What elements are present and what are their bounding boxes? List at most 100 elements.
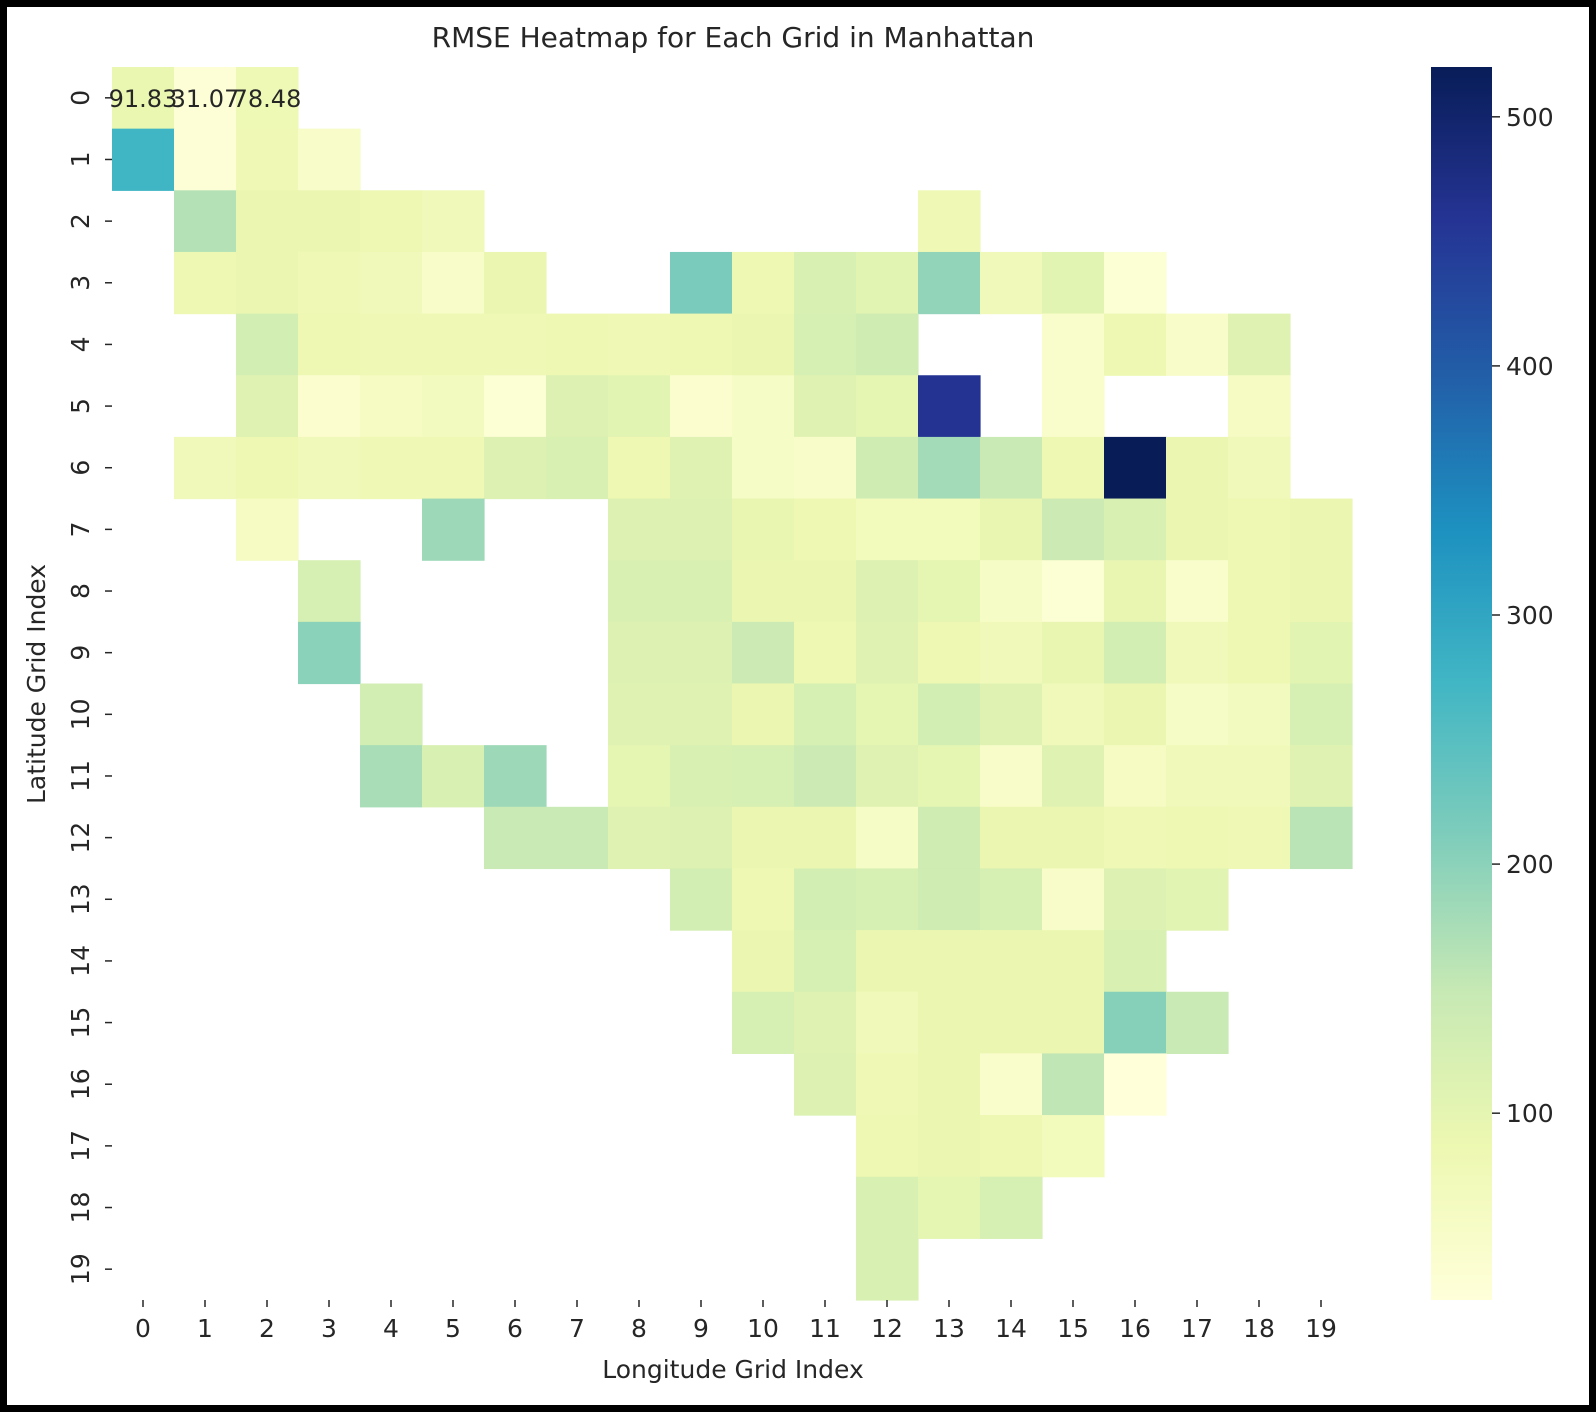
y-tick-label: 12 <box>66 822 95 854</box>
x-tick-label: 2 <box>259 1314 275 1343</box>
heatmap-cell-r12-c6 <box>484 806 547 870</box>
heatmap-cell-r16-c16 <box>1104 1053 1167 1116</box>
heatmap-cell-r4-c4 <box>360 313 423 376</box>
heatmap-cell-r10-c11 <box>794 683 857 746</box>
heatmap-cell-r0-c1 <box>174 67 237 130</box>
y-tick-label: 3 <box>66 275 95 291</box>
heatmap-cell-r8-c14 <box>980 560 1043 623</box>
heatmap-cell-r8-c12 <box>856 560 919 623</box>
heatmap-cell-r11-c4 <box>360 745 423 808</box>
cell-annotation: 31.07 <box>171 85 240 113</box>
heatmap-cell-r7-c17 <box>1166 498 1229 561</box>
heatmap-cell-r10-c10 <box>732 683 795 746</box>
heatmap-cell-r3-c13 <box>918 251 981 315</box>
heatmap-cell-r9-c14 <box>980 621 1043 685</box>
heatmap-cell-r6-c14 <box>980 436 1043 500</box>
heatmap-cell-r7-c18 <box>1228 498 1291 561</box>
x-tick-label: 16 <box>1119 1314 1151 1343</box>
colorbar-ticks: 100 200 300 400 500 <box>1492 103 1554 1128</box>
heatmap-cell-r9-c18 <box>1228 621 1291 685</box>
heatmap-cell-r6-c1 <box>174 436 237 500</box>
y-tick-label: 18 <box>66 1192 95 1224</box>
heatmap-cell-r10-c15 <box>1042 683 1105 746</box>
heatmap-cell-r10-c19 <box>1290 683 1353 746</box>
cell-annotation: 78.48 <box>233 85 302 113</box>
heatmap-cell-r1-c2 <box>236 128 299 191</box>
heatmap-cell-r8-c9 <box>670 560 733 623</box>
y-tick-label: 16 <box>66 1068 95 1100</box>
heatmap-cell-r3-c3 <box>298 251 361 315</box>
heatmap-cell-r15-c12 <box>856 991 919 1054</box>
heatmap-cell-r12-c9 <box>670 806 733 870</box>
x-tick-label: 9 <box>693 1314 709 1343</box>
x-tick-label: 8 <box>631 1314 647 1343</box>
colorbar-tick-label: 500 <box>1506 103 1554 132</box>
y-tick-label: 2 <box>66 213 95 229</box>
heatmap-cell-r16-c15 <box>1042 1053 1105 1116</box>
heatmap-cell-r11-c9 <box>670 745 733 808</box>
y-tick-label: 14 <box>66 945 95 977</box>
heatmap-cell-r16-c13 <box>918 1053 981 1116</box>
heatmap-cell-r8-c3 <box>298 560 361 623</box>
colorbar-tick-label: 100 <box>1506 1099 1554 1128</box>
heatmap-cell-r12-c11 <box>794 806 857 870</box>
heatmap-cell-r3-c11 <box>794 251 857 315</box>
heatmap-cell-r5-c11 <box>794 375 857 438</box>
heatmap-cell-r4-c9 <box>670 313 733 376</box>
heatmap-cell-r16-c11 <box>794 1053 857 1116</box>
heatmap-cell-r15-c10 <box>732 991 795 1054</box>
x-tick-label: 13 <box>933 1314 965 1343</box>
heatmap-cell-r8-c8 <box>608 560 671 623</box>
colorbar <box>1431 67 1492 1300</box>
heatmap-cell-r8-c18 <box>1228 560 1291 623</box>
y-tick-label: 17 <box>66 1130 95 1162</box>
heatmap-cell-r4-c10 <box>732 313 795 376</box>
heatmap-cell-r7-c9 <box>670 498 733 561</box>
heatmap-cell-r6-c12 <box>856 436 919 500</box>
heatmap-cell-r3-c6 <box>484 251 547 315</box>
heatmap-cell-r10-c9 <box>670 683 733 746</box>
heatmap-cell-r4-c6 <box>484 313 547 376</box>
y-tick-label: 9 <box>66 645 95 661</box>
heatmap-cell-r11-c12 <box>856 745 919 808</box>
heatmap-cell-r4-c17 <box>1166 313 1229 376</box>
heatmap-cell-r3-c1 <box>174 251 237 315</box>
heatmap-cell-r12-c17 <box>1166 806 1229 870</box>
heatmap-cell-r5-c2 <box>236 375 299 438</box>
x-axis-label: Longitude Grid Index <box>602 1355 864 1384</box>
heatmap-cell-r5-c8 <box>608 375 671 438</box>
x-tick-label: 15 <box>1057 1314 1089 1343</box>
heatmap-cell-r11-c19 <box>1290 745 1353 808</box>
heatmap-cell-r13-c9 <box>670 868 733 931</box>
heatmap-cell-r9-c9 <box>670 621 733 685</box>
heatmap-cell-r10-c4 <box>360 683 423 746</box>
x-tick-label: 18 <box>1243 1314 1275 1343</box>
heatmap-cells <box>112 67 1353 1301</box>
heatmap-cell-r5-c7 <box>546 375 609 438</box>
heatmap-cell-r4-c2 <box>236 313 299 376</box>
x-tick-label: 12 <box>871 1314 903 1343</box>
heatmap-cell-r9-c16 <box>1104 621 1167 685</box>
heatmap-cell-r9-c13 <box>918 621 981 685</box>
heatmap-cell-r10-c13 <box>918 683 981 746</box>
heatmap-cell-r18-c14 <box>980 1176 1043 1239</box>
heatmap-cell-r3-c4 <box>360 251 423 315</box>
heatmap-cell-r3-c9 <box>670 251 733 315</box>
heatmap-cell-r11-c17 <box>1166 745 1229 808</box>
x-tick-label: 4 <box>383 1314 399 1343</box>
heatmap-cell-r16-c14 <box>980 1053 1043 1116</box>
heatmap-cell-r3-c15 <box>1042 251 1105 315</box>
y-tick-label: 13 <box>66 883 95 915</box>
heatmap-cell-r9-c3 <box>298 621 361 685</box>
x-axis-ticks: 0 1 2 3 4 5 6 7 8 9 10 11 12 13 14 15 16 17 18 19 <box>135 1300 1337 1343</box>
heatmap-cell-r14-c12 <box>856 930 919 993</box>
heatmap-cell-r7-c19 <box>1290 498 1353 561</box>
heatmap-cell-r6-c10 <box>732 436 795 500</box>
heatmap-cell-r4-c12 <box>856 313 919 376</box>
heatmap-cell-r19-c12 <box>856 1238 919 1301</box>
heatmap-cell-r8-c10 <box>732 560 795 623</box>
heatmap-cell-r15-c15 <box>1042 991 1105 1054</box>
heatmap-cell-r4-c8 <box>608 313 671 376</box>
heatmap-cell-r6-c3 <box>298 436 361 500</box>
